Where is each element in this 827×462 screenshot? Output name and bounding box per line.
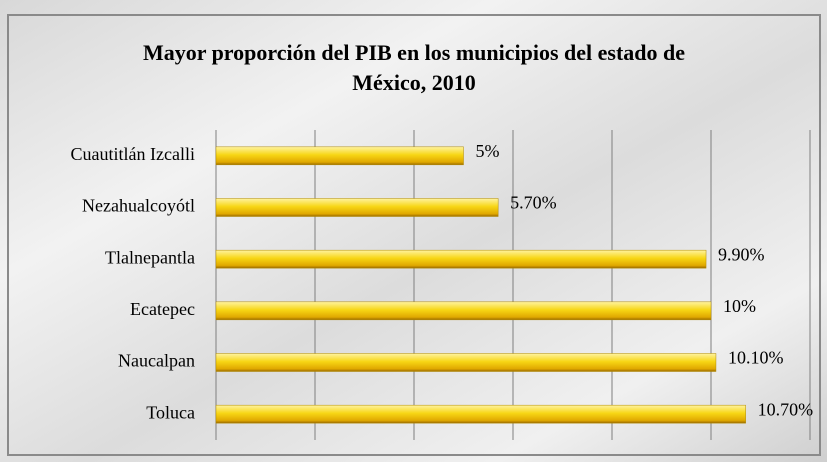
data-label: 5.70% [510,193,557,213]
bar [215,249,707,269]
y-tick-label: Tlalnepantla [105,247,195,267]
data-label: 10.70% [758,399,814,419]
bar [215,353,717,372]
bar [215,198,499,217]
data-label: 9.90% [718,244,765,264]
y-tick-label: Cuautitlán Izcalli [71,144,195,164]
bar [215,146,464,166]
y-tick-label: Nezahualcoyótl [82,196,195,216]
data-label: 5% [476,141,500,161]
y-tick-label: Toluca [146,402,195,422]
chart-title: Mayor proporción del PIB en los municipi… [142,40,686,95]
bar [215,301,712,321]
y-tick-label: Naucalpan [118,351,195,371]
data-label: 10% [723,296,756,316]
y-tick-label: Ecatepec [130,299,195,319]
data-label: 10.10% [728,348,784,368]
chart-border [7,14,821,456]
bar [215,404,746,424]
